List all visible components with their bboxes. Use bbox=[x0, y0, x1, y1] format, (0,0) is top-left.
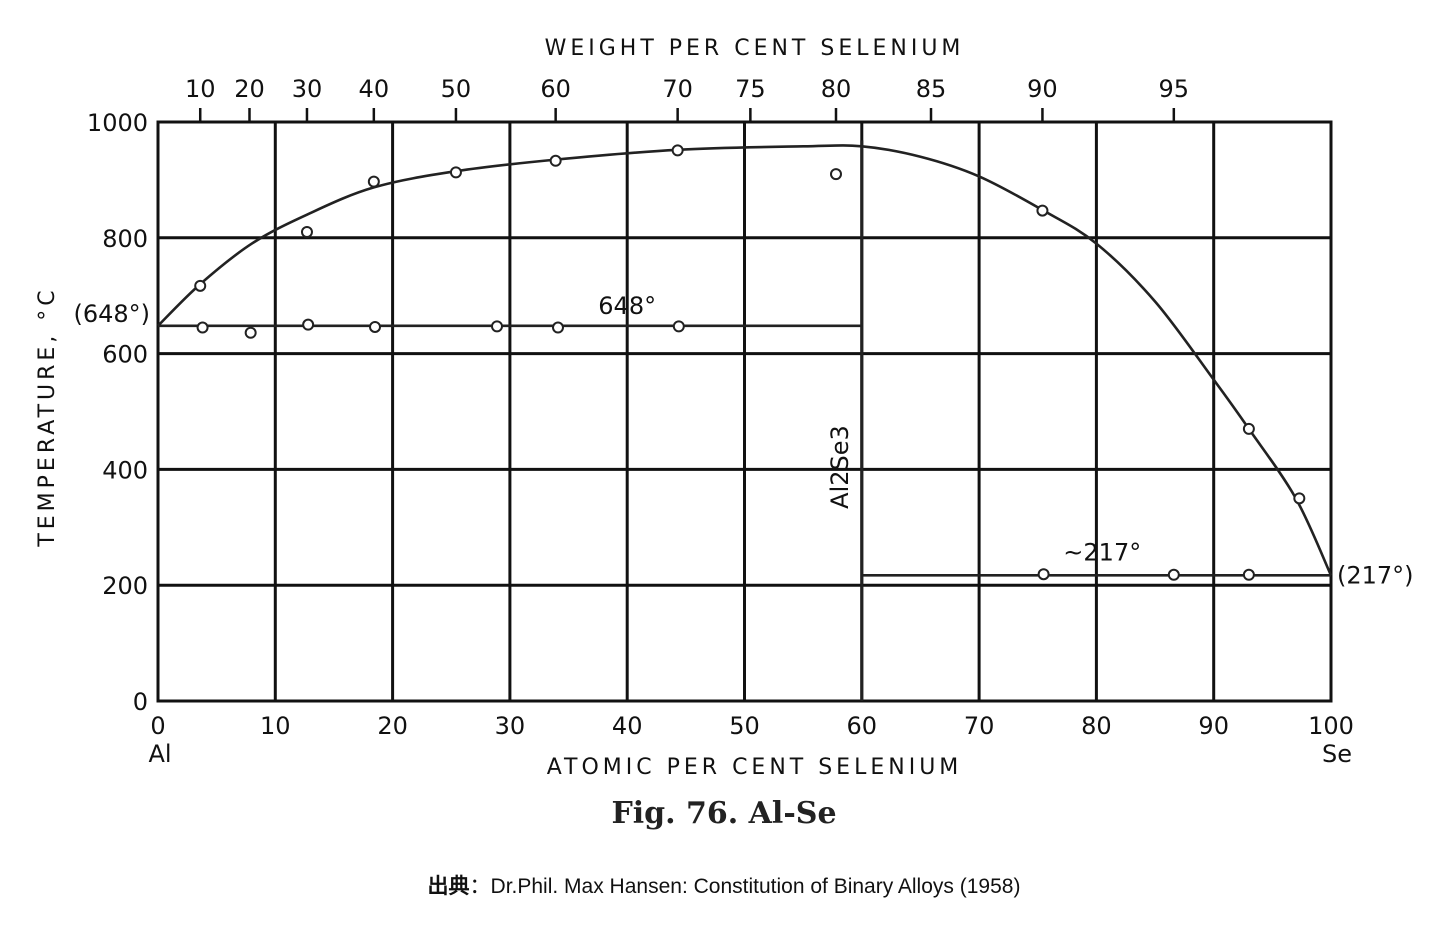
top-tick-label: 50 bbox=[441, 75, 472, 103]
top-axis-title: WEIGHT PER CENT SELENIUM bbox=[545, 36, 965, 61]
data-point bbox=[194, 279, 207, 292]
y-tick-label: 600 bbox=[102, 341, 148, 369]
source-text: Dr.Phil. Max Hansen: Constitution of Bin… bbox=[490, 875, 1021, 898]
x-end-label-se: Se bbox=[1322, 740, 1352, 768]
data-point bbox=[1037, 568, 1050, 581]
plot-frame bbox=[156, 120, 1333, 703]
data-point bbox=[1242, 568, 1255, 581]
data-point bbox=[449, 166, 462, 179]
top-tick-label: 95 bbox=[1159, 75, 1190, 103]
x-tick-label: 70 bbox=[964, 712, 995, 740]
data-point bbox=[300, 226, 313, 239]
data-point bbox=[549, 154, 562, 167]
source-citation: 出典：Dr.Phil. Max Hansen: Constitution of … bbox=[0, 870, 1448, 900]
annotation-217: (217°) bbox=[1337, 561, 1414, 589]
data-point bbox=[369, 320, 382, 333]
figure-caption: Fig. 76. Al-Se bbox=[611, 796, 837, 831]
x-tick-label: 50 bbox=[729, 712, 760, 740]
data-point bbox=[1036, 204, 1049, 217]
x-tick-label: 0 bbox=[150, 712, 165, 740]
data-point bbox=[551, 321, 564, 334]
top-tick-label: 30 bbox=[292, 75, 323, 103]
x-tick-label: 90 bbox=[1198, 712, 1229, 740]
top-tick-label: 10 bbox=[185, 75, 216, 103]
label-217: ~217° bbox=[1063, 538, 1141, 566]
label-648: 648° bbox=[598, 292, 656, 320]
data-point bbox=[490, 320, 503, 333]
x-tick-label: 60 bbox=[847, 712, 878, 740]
data-point bbox=[302, 318, 315, 331]
y-tick-label: 400 bbox=[102, 456, 148, 484]
top-tick-label: 20 bbox=[234, 75, 265, 103]
chart-text: 0 10 20 30 40 50 60 70 80 90 10002004006008001000A… bbox=[35, 36, 1414, 780]
grid-lines bbox=[156, 108, 1333, 703]
x-end-label-al: Al bbox=[148, 740, 171, 768]
source-separator: ： bbox=[469, 875, 491, 898]
annotation-648: (648°) bbox=[73, 300, 150, 328]
y-tick-label: 800 bbox=[102, 225, 148, 253]
x-tick-label: 30 bbox=[495, 712, 526, 740]
top-tick-label: 85 bbox=[916, 75, 947, 103]
data-series bbox=[157, 140, 1333, 701]
data-point bbox=[244, 326, 257, 339]
top-tick-label: 90 bbox=[1027, 75, 1058, 103]
y-tick-label: 200 bbox=[102, 572, 148, 600]
x-tick-label: 20 bbox=[377, 712, 408, 740]
source-label: 出典 bbox=[427, 875, 470, 898]
phase-diagram-chart: 0 10 20 30 40 50 60 70 80 90 10002004006008001000A… bbox=[35, 36, 1414, 780]
liquidus-curve bbox=[157, 144, 1333, 576]
y-tick-label: 0 bbox=[133, 688, 148, 716]
x-tick-label: 100 bbox=[1308, 712, 1354, 740]
data-point bbox=[671, 144, 684, 157]
data-point bbox=[672, 320, 685, 333]
data-point bbox=[829, 168, 842, 181]
top-tick-label: 40 bbox=[359, 75, 390, 103]
x-tick-label: 40 bbox=[612, 712, 643, 740]
x-tick-label: 10 bbox=[260, 712, 291, 740]
top-tick-label: 60 bbox=[540, 75, 571, 103]
x-axis-title: ATOMIC PER CENT SELENIUM bbox=[547, 755, 963, 780]
data-point bbox=[367, 175, 380, 188]
data-point bbox=[1167, 568, 1180, 581]
data-point bbox=[1293, 492, 1306, 505]
data-point bbox=[196, 321, 209, 334]
compound-label: Al2Se3 bbox=[826, 425, 854, 509]
y-axis-title: TEMPERATURE, °C bbox=[35, 286, 60, 547]
x-tick-label: 80 bbox=[1081, 712, 1112, 740]
top-tick-label: 80 bbox=[821, 75, 852, 103]
y-tick-label: 1000 bbox=[87, 109, 148, 137]
top-tick-label: 70 bbox=[662, 75, 693, 103]
data-point bbox=[1242, 422, 1255, 435]
top-tick-label: 75 bbox=[735, 75, 766, 103]
